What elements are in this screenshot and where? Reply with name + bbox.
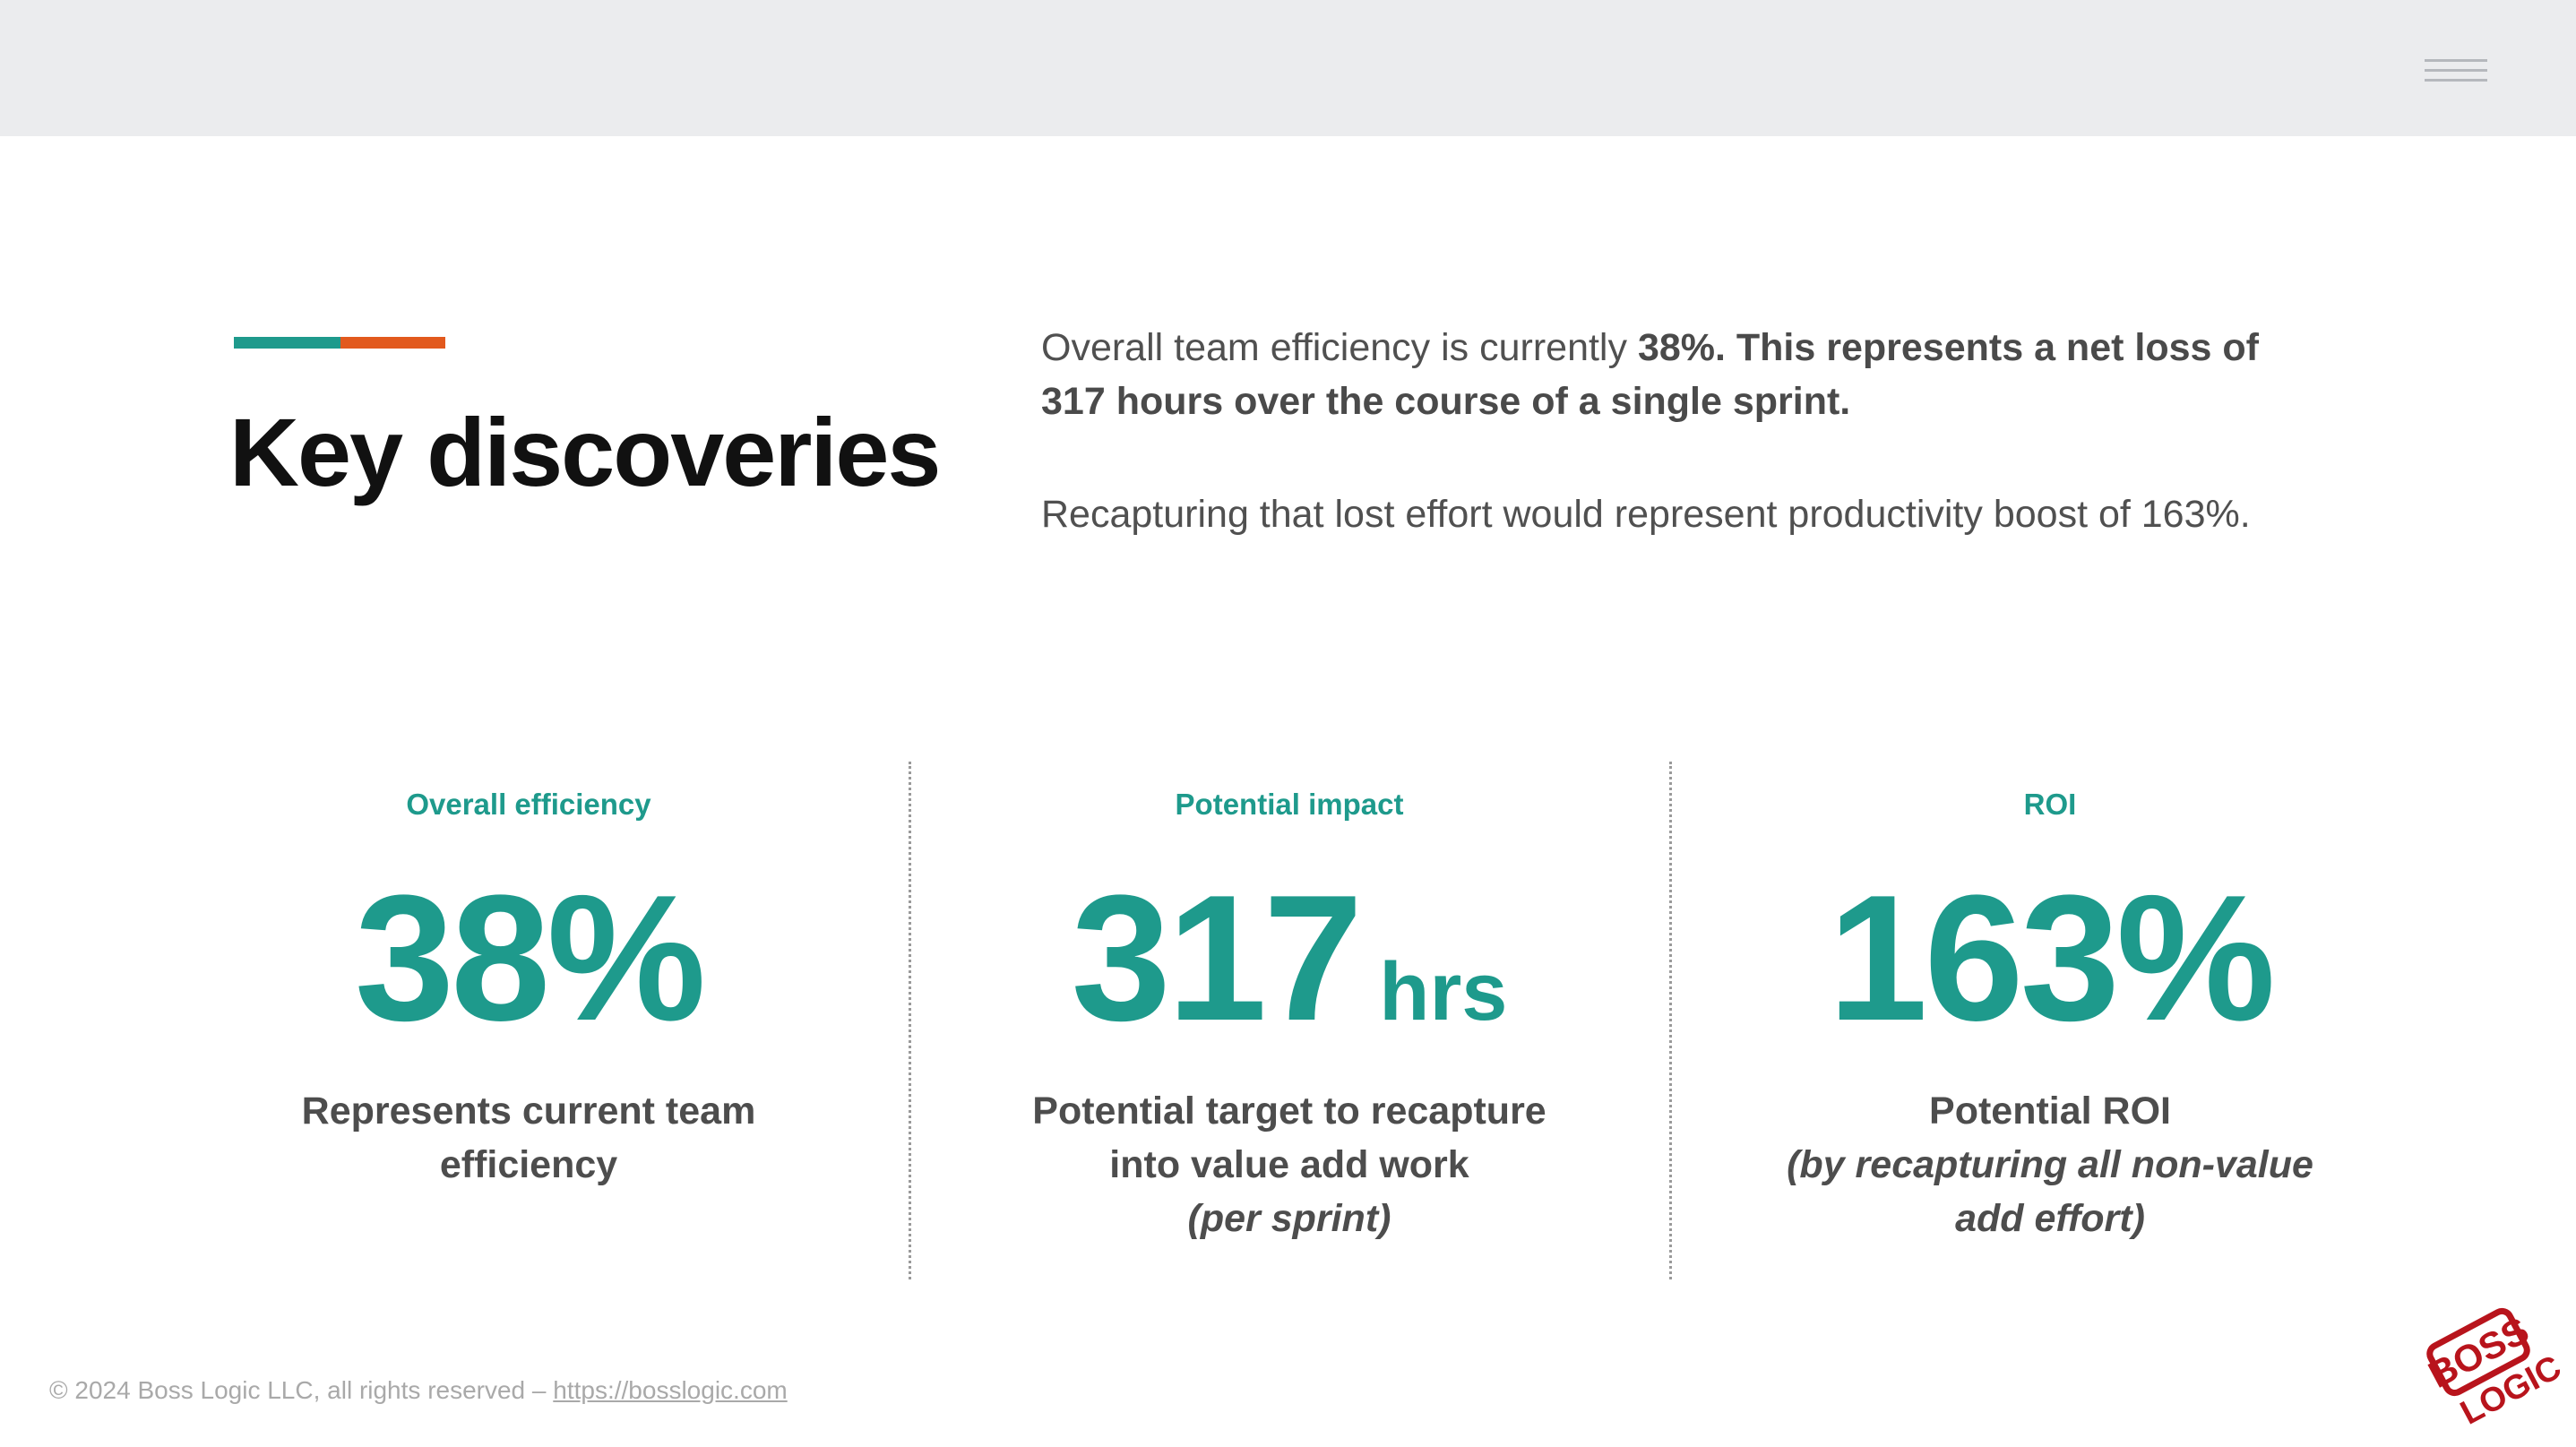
stat-value: 38% <box>148 869 909 1048</box>
stat-label: Overall efficiency <box>406 788 651 821</box>
footer-copyright: © 2024 Boss Logic LLC, all rights reserv… <box>49 1376 788 1405</box>
stat-label: ROI <box>2023 788 2077 821</box>
intro-paragraph-2: Recapturing that lost effort would repre… <box>1041 493 2251 536</box>
stat-description: Represents current team efficiency <box>301 1090 756 1186</box>
intro-text: Overall team efficiency is currently 38%… <box>1041 321 2331 541</box>
stat-description: Potential ROI <box>1929 1090 2171 1133</box>
stat-note: (by recapturing all non-value add effort… <box>1787 1143 2313 1240</box>
copyright-text: © 2024 Boss Logic LLC, all rights reserv… <box>49 1376 554 1404</box>
stat-roi: ROI 163% Potential ROI (by recapturing a… <box>1669 785 2431 1245</box>
intro-p1-bold: 38%. This represents a net loss of 317 h… <box>1041 326 2259 423</box>
accent-bar-teal <box>234 337 340 349</box>
stat-unit: hrs <box>1379 946 1508 1038</box>
boss-logic-logo-icon: BOSS LOGIC <box>2422 1307 2564 1426</box>
page-title: Key discoveries <box>229 398 941 506</box>
stat-potential-impact: Potential impact 317 hrs Potential target… <box>909 785 1670 1245</box>
intro-p1-normal: Overall team efficiency is currently <box>1041 326 1638 369</box>
stat-number: 317 <box>1071 858 1364 1058</box>
stat-label: Potential impact <box>1175 788 1404 821</box>
stat-value: 317 hrs <box>909 869 1670 1048</box>
accent-bar-orange <box>340 337 445 349</box>
intro-paragraph-1: Overall team efficiency is currently 38%… <box>1041 321 2331 428</box>
stat-number: 38% <box>354 858 706 1058</box>
stat-value: 163% <box>1669 869 2431 1048</box>
stat-overall-efficiency: Overall efficiency 38% Represents curren… <box>148 785 909 1192</box>
stat-note: (per sprint) <box>1187 1197 1391 1240</box>
top-bar <box>0 0 2576 136</box>
stat-number: 163% <box>1828 858 2276 1058</box>
website-link[interactable]: https://bosslogic.com <box>553 1376 788 1404</box>
divider-dotted <box>1669 762 1672 1279</box>
stat-description: Potential target to recapture into value… <box>1032 1090 1546 1186</box>
hamburger-menu-icon[interactable] <box>2425 59 2487 82</box>
divider-dotted <box>909 762 911 1279</box>
